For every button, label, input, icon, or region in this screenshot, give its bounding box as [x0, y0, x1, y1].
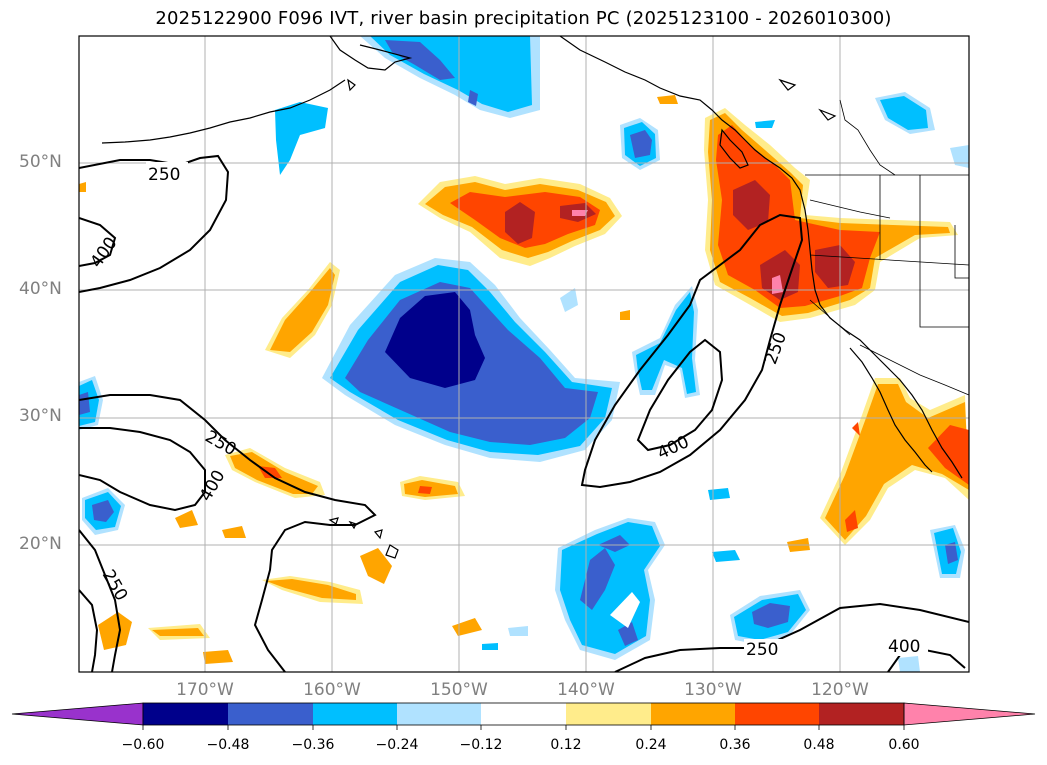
colorbar-tick-label: −0.60 — [121, 737, 165, 753]
negative-patch — [92, 500, 114, 522]
negative-patch — [630, 130, 652, 158]
westcoast-positive-060 — [772, 275, 783, 294]
colorbar-segment — [651, 703, 735, 725]
negative-patch — [755, 120, 775, 128]
positive-patch — [620, 310, 630, 320]
map-title: 2025122900 F096 IVT, river basin precipi… — [155, 8, 892, 29]
ivt-contours — [79, 154, 969, 672]
colorbar-tick-label: 0.60 — [888, 737, 920, 753]
positive-patch — [98, 612, 132, 650]
contour-label: 400 — [888, 637, 920, 657]
graticule — [79, 36, 969, 672]
positive-patch — [266, 579, 356, 600]
negative-patch — [610, 592, 640, 628]
negative-patch — [385, 40, 478, 106]
negative-anomaly-060 — [385, 292, 485, 388]
colorbar-segment — [397, 703, 481, 725]
colorbar-extend-high — [903, 702, 1036, 726]
westcoast-positive-048 — [733, 180, 855, 300]
positive-patch — [203, 650, 233, 664]
positive-patch — [222, 526, 246, 538]
positive-patch — [270, 268, 335, 352]
colorbar-tick-label: 0.36 — [719, 737, 751, 753]
colorbar-segment — [228, 703, 313, 725]
negative-patch — [560, 522, 660, 654]
positive-patch — [175, 510, 198, 528]
colorbar-tick-label: −0.48 — [206, 737, 250, 753]
alaska-coastline — [101, 36, 413, 144]
contour-label: 250 — [148, 165, 180, 185]
negative-patch — [945, 542, 958, 564]
positive-patch — [418, 486, 432, 494]
lat-label-30n: 30°N — [19, 406, 62, 426]
colorbar-segment — [735, 703, 819, 725]
canada-coastline — [559, 36, 963, 479]
ivt-contour-250 — [79, 394, 377, 672]
ivt-contour-400 — [79, 217, 117, 267]
colorbar-segment — [313, 703, 397, 725]
precipitation-fields — [79, 36, 969, 672]
lat-label-20n: 20°N — [19, 534, 62, 554]
negative-patch — [708, 488, 730, 500]
lat-label-40n: 40°N — [19, 279, 62, 299]
ivt-contour-400 — [636, 338, 724, 452]
negative-patch — [275, 102, 328, 175]
ivt-contour-250 — [79, 154, 230, 293]
colorbar-tick-label: −0.36 — [291, 737, 335, 753]
lon-label-120w: 120°W — [811, 680, 869, 700]
negative-patch — [482, 643, 498, 650]
positive-anomaly-060 — [572, 210, 588, 216]
colorbar-tick-label: 0.12 — [550, 737, 582, 753]
negative-patch — [712, 550, 740, 562]
vancouver-island — [719, 128, 749, 169]
islands — [347, 78, 837, 121]
lat-label-50n: 50°N — [19, 152, 62, 172]
negative-patch — [580, 535, 638, 646]
colorbar-tick-label: 0.24 — [635, 737, 667, 753]
ivt-contour-400 — [79, 427, 206, 512]
mexico-positive-024 — [825, 384, 969, 540]
positive-patch — [79, 182, 86, 192]
country-borders — [805, 99, 970, 396]
map-frame — [78, 35, 970, 673]
baja-coastline — [849, 347, 933, 473]
mexico-positive-036 — [845, 422, 969, 532]
colorbar-segment — [481, 703, 566, 725]
colorbar-tick-label: −0.24 — [375, 737, 419, 753]
lon-label-140w: 140°W — [557, 680, 615, 700]
lon-label-130w: 130°W — [684, 680, 742, 700]
colorbar-tick-label: −0.12 — [459, 737, 503, 753]
positive-patch — [657, 95, 678, 104]
negative-patch — [752, 603, 790, 628]
colorbar-extend-low — [11, 702, 144, 726]
lon-label-170w: 170°W — [176, 680, 234, 700]
ivt-contour-250 — [580, 213, 804, 489]
positive-patch — [360, 548, 392, 584]
negative-patch — [898, 656, 920, 672]
lon-label-150w: 150°W — [430, 680, 488, 700]
negative-patch — [560, 288, 578, 312]
negative-patch — [508, 626, 528, 636]
lon-label-160w: 160°W — [303, 680, 361, 700]
negative-patch — [880, 96, 928, 130]
ivt-contour-400 — [79, 589, 99, 672]
contour-label: 250 — [746, 640, 778, 660]
colorbar — [11, 702, 1036, 730]
colorbar-segment — [566, 703, 651, 725]
colorbar-tick-label: 0.48 — [803, 737, 835, 753]
colorbar-segment — [143, 703, 228, 725]
positive-patch — [152, 628, 204, 636]
ivt-contour-250 — [79, 529, 122, 672]
colorbar-segment — [819, 703, 904, 725]
negative-patch — [950, 145, 969, 168]
coastlines — [101, 36, 963, 559]
